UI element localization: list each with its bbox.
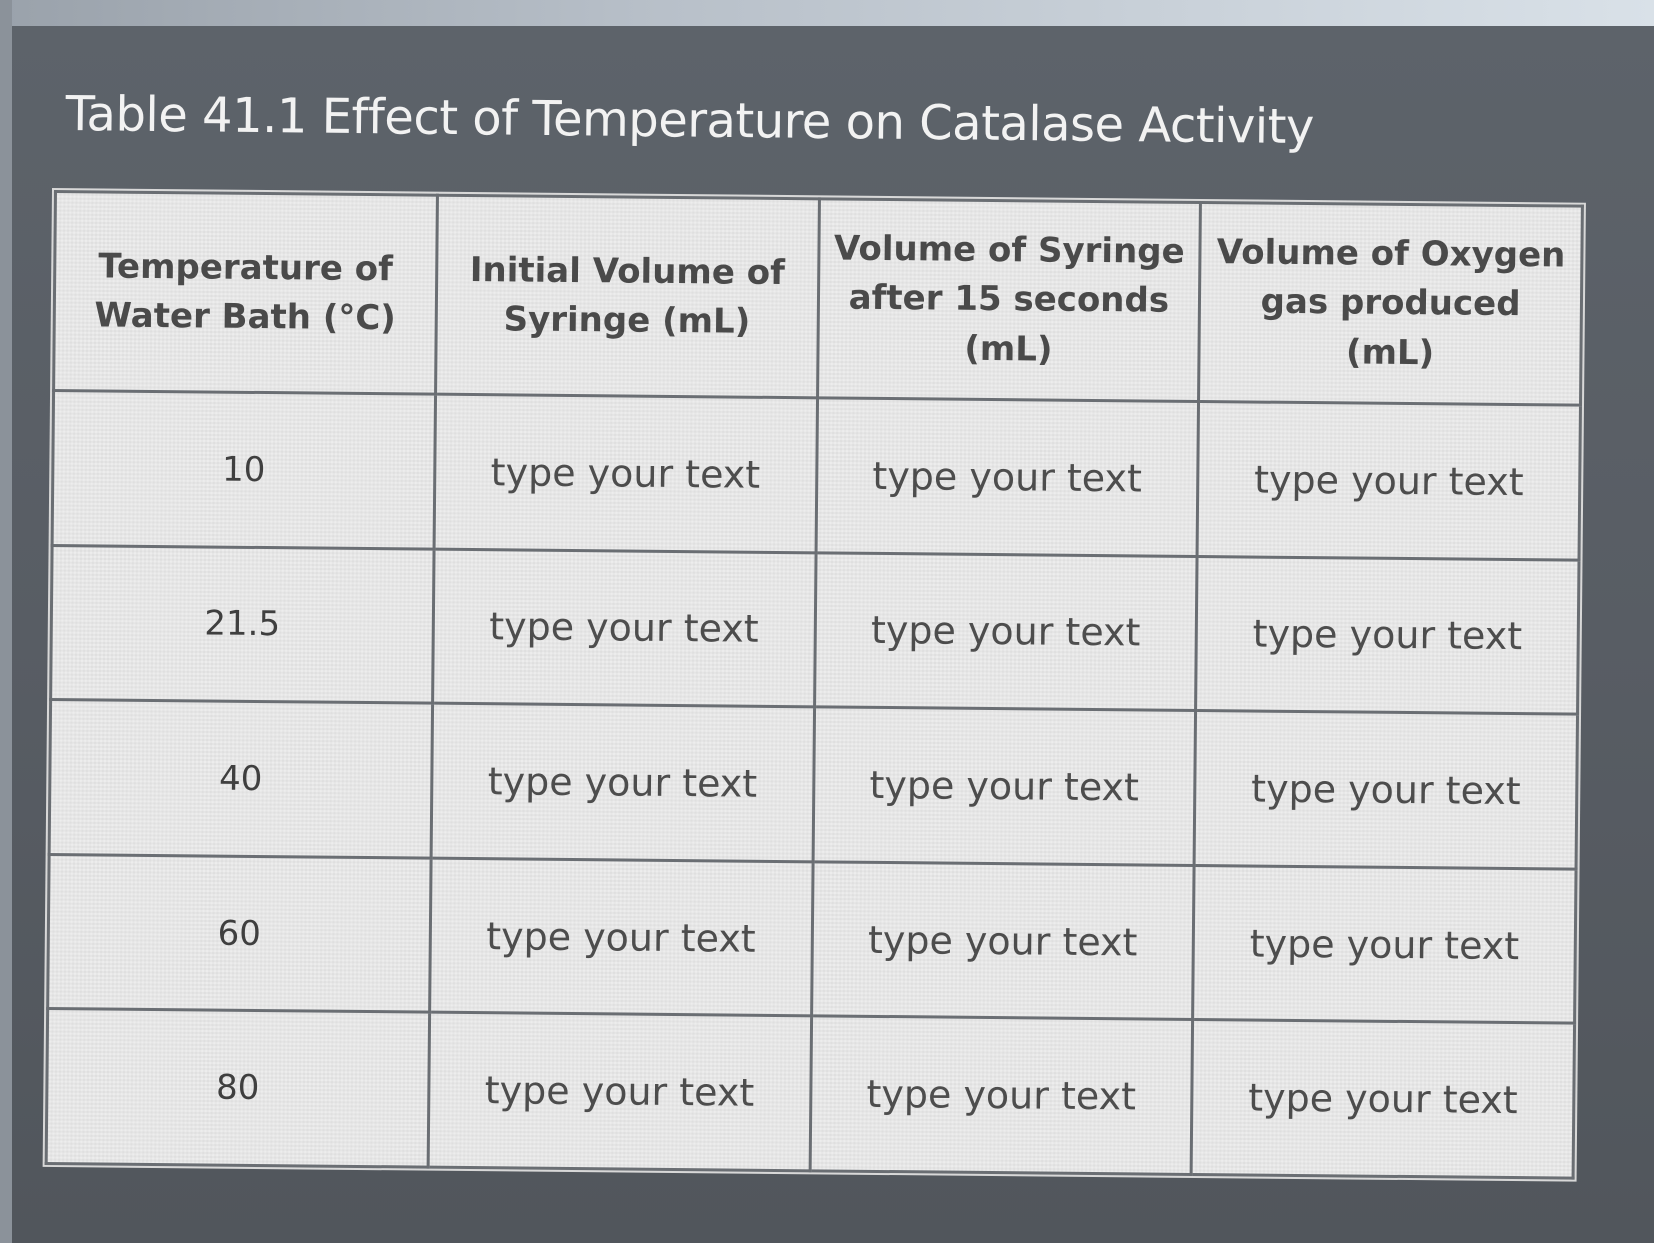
initial-volume-input[interactable]: type your text	[432, 548, 816, 708]
temperature-cell: 40	[49, 699, 433, 858]
header-temperature: Temperature of Water Bath (°C)	[53, 191, 438, 395]
monitor-bezel-left	[0, 0, 12, 1243]
temperature-cell: 60	[47, 854, 431, 1013]
volume-after-15s-input[interactable]: type your text	[809, 1016, 1193, 1175]
table-row: 40 type your text type your text type yo…	[49, 699, 1578, 869]
volume-after-15s-input[interactable]: type your text	[811, 861, 1195, 1020]
oxygen-produced-input[interactable]: type your text	[1192, 865, 1577, 1024]
volume-after-15s-input[interactable]: type your text	[812, 707, 1196, 866]
header-volume-after-15s: Volume of Syringe after 15 seconds (mL)	[817, 198, 1201, 402]
header-oxygen-produced: Volume of Oxygen gas produced (mL)	[1198, 202, 1583, 406]
table-row: 60 type your text type your text type yo…	[47, 854, 1577, 1024]
catalase-activity-table: Temperature of Water Bath (°C) Initial V…	[45, 190, 1584, 1180]
header-initial-volume: Initial Volume of Syringe (mL)	[435, 195, 819, 398]
temperature-cell: 10	[52, 390, 436, 549]
monitor-bezel-top	[0, 0, 1654, 26]
volume-after-15s-input[interactable]: type your text	[814, 552, 1198, 711]
oxygen-produced-input[interactable]: type your text	[1195, 556, 1580, 715]
oxygen-produced-input[interactable]: type your text	[1191, 1019, 1575, 1179]
table-row: 21.5 type your text type your text type …	[50, 545, 1580, 715]
table-row: 10 type your text type your text type yo…	[52, 390, 1581, 560]
temperature-cell: 80	[46, 1008, 430, 1168]
table-row: 80 type your text type your text type yo…	[46, 1008, 1575, 1179]
oxygen-produced-input[interactable]: type your text	[1194, 710, 1578, 869]
temperature-cell: 21.5	[50, 545, 434, 704]
initial-volume-input[interactable]: type your text	[427, 1012, 812, 1171]
initial-volume-input[interactable]: type your text	[433, 394, 818, 553]
data-table-container: Temperature of Water Bath (°C) Initial V…	[44, 190, 1584, 1180]
table-header-row: Temperature of Water Bath (°C) Initial V…	[53, 191, 1583, 406]
initial-volume-input[interactable]: type your text	[429, 857, 813, 1017]
initial-volume-input[interactable]: type your text	[430, 703, 815, 862]
oxygen-produced-input[interactable]: type your text	[1197, 401, 1581, 560]
volume-after-15s-input[interactable]: type your text	[815, 397, 1199, 557]
